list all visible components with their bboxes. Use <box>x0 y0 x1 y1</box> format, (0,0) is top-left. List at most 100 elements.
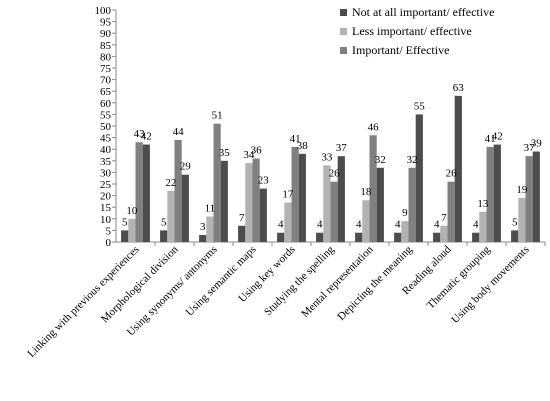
data-label: 39 <box>531 138 543 150</box>
y-tick-label: 85 <box>100 40 112 52</box>
legend-label: Important/ Effective <box>352 43 449 57</box>
bar <box>160 230 168 242</box>
data-label: 4 <box>278 219 284 231</box>
data-label: 34 <box>243 149 255 161</box>
bar <box>277 232 285 242</box>
bar <box>433 232 441 242</box>
bar <box>362 200 370 242</box>
y-tick-label: 5 <box>106 225 112 237</box>
bar <box>532 151 540 242</box>
data-label: 32 <box>375 154 386 166</box>
data-label: 43 <box>134 128 146 140</box>
data-label: 23 <box>258 175 270 187</box>
legend-swatch <box>340 47 347 54</box>
y-tick-label: 20 <box>100 191 112 203</box>
data-label: 9 <box>402 207 408 219</box>
legend-swatch <box>340 9 347 16</box>
y-tick-label: 55 <box>100 109 112 121</box>
bar <box>135 142 143 242</box>
bar <box>259 188 267 242</box>
data-label: 4 <box>317 219 323 231</box>
legend-label: Less important/ effective <box>352 24 472 38</box>
y-tick-label: 30 <box>100 167 112 179</box>
y-tick-label: 25 <box>100 179 112 191</box>
y-tick-label: 100 <box>95 5 112 17</box>
category-label: Depicting the meaning <box>335 243 415 323</box>
data-label: 7 <box>239 212 245 224</box>
y-tick-label: 0 <box>106 237 112 249</box>
y-tick-label: 75 <box>100 63 112 75</box>
data-label: 44 <box>173 126 185 138</box>
y-tick-label: 10 <box>100 214 112 226</box>
bar <box>121 230 129 242</box>
bar <box>291 146 299 242</box>
bar <box>447 181 455 242</box>
data-label: 4 <box>473 219 479 231</box>
bar <box>355 232 363 242</box>
bar <box>486 146 494 242</box>
data-label: 22 <box>165 177 176 189</box>
y-tick-label: 35 <box>100 156 112 168</box>
bar <box>525 156 533 242</box>
data-label: 3 <box>200 221 206 233</box>
data-label: 18 <box>360 186 372 198</box>
data-label: 55 <box>414 100 426 112</box>
data-label: 26 <box>446 168 458 180</box>
data-label: 32 <box>407 154 418 166</box>
y-tick-label: 80 <box>100 51 112 63</box>
data-label: 5 <box>161 216 167 228</box>
data-label: 4 <box>434 219 440 231</box>
bars <box>121 95 540 242</box>
data-label: 38 <box>297 140 309 152</box>
x-axis <box>116 241 546 246</box>
data-label: 41 <box>290 133 301 145</box>
y-axis: 0510152025303540455055606570758085909510… <box>95 5 117 249</box>
y-tick-label: 60 <box>100 98 112 110</box>
y-tick-label: 50 <box>100 121 112 133</box>
bar <box>206 216 214 242</box>
data-label: 5 <box>122 216 128 228</box>
category-label: Morphological division <box>99 243 181 325</box>
legend-swatch <box>340 28 347 35</box>
data-label: 41 <box>485 133 496 145</box>
data-label: 10 <box>126 205 138 217</box>
bar <box>252 158 260 242</box>
data-label: 4 <box>395 219 401 231</box>
data-label: 17 <box>282 189 294 201</box>
bar <box>181 174 189 242</box>
bar <box>454 95 462 242</box>
bar <box>174 139 182 242</box>
bar <box>337 156 345 242</box>
data-label: 5 <box>512 216 518 228</box>
data-label: 42 <box>492 131 503 143</box>
data-label: 37 <box>336 142 348 154</box>
data-label: 7 <box>441 212 447 224</box>
y-tick-label: 90 <box>100 28 112 40</box>
bar <box>245 163 253 242</box>
data-labels: 5104342522442931151357343623417413843326… <box>122 82 542 233</box>
y-tick-label: 45 <box>100 133 112 145</box>
bar <box>401 221 409 242</box>
bar <box>167 190 175 242</box>
bar <box>238 225 246 242</box>
bar <box>415 114 423 242</box>
bar <box>518 197 526 242</box>
category-label: Mental representation <box>299 243 376 320</box>
bar <box>316 232 324 242</box>
category-label: Studying the spelling <box>262 243 337 318</box>
data-label: 36 <box>251 144 263 156</box>
data-label: 37 <box>524 142 536 154</box>
bar <box>128 218 136 242</box>
bar <box>479 211 487 242</box>
data-label: 51 <box>212 110 223 122</box>
bar <box>199 235 207 242</box>
bar <box>440 225 448 242</box>
legend-label: Not at all important/ effective <box>352 5 494 19</box>
data-label: 33 <box>321 151 333 163</box>
bar <box>213 123 221 242</box>
bar <box>408 167 416 242</box>
legend: Not at all important/ effective Less impo… <box>340 5 494 57</box>
bar <box>142 144 150 242</box>
data-label: 19 <box>516 184 528 196</box>
